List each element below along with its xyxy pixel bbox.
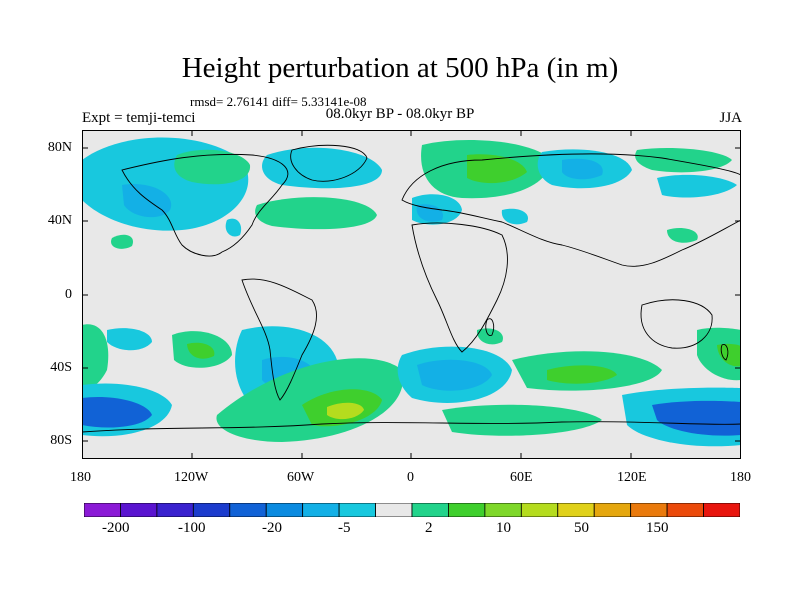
colorbar-swatch (338, 503, 376, 517)
contour-nh-green-north-america (255, 197, 377, 230)
stats-text: rmsd= 2.76141 diff= 5.33141e-08 (190, 94, 367, 109)
contour-sh-blue-southwest (82, 396, 152, 428)
colorbar-swatch (192, 503, 231, 517)
experiment-label: Expt = temji-temci (82, 110, 196, 126)
coastlines (82, 144, 741, 433)
coastline-greenland (290, 144, 368, 182)
colorbar-swatch (229, 503, 267, 517)
lon-label-120w: 120W (174, 470, 209, 485)
lon-label-120e: 120E (617, 470, 647, 485)
coastline-australia (640, 299, 713, 349)
lon-label-180-right: 180 (730, 470, 751, 485)
contour-nh-blue-west (122, 184, 172, 218)
colorbar-label: 10 (496, 520, 511, 536)
colorbar-swatch (265, 503, 304, 517)
map-title: Height perturbation at 500 hPa (in m) (181, 52, 619, 84)
colorbar-swatch (630, 503, 668, 517)
contour-sh-blue-indian (417, 359, 492, 391)
lon-label-0: 0 (407, 470, 414, 485)
contour-nh-cyan-labrador (225, 218, 242, 237)
colorbar-label: -5 (338, 520, 351, 536)
season-label: JJA (719, 110, 742, 126)
lat-label-40s: 40S (50, 360, 72, 375)
contour-nh-blue-asia (562, 158, 603, 180)
colorbar-swatch (593, 503, 632, 517)
colorbar-swatch (703, 503, 740, 517)
colorbar-label: 2 (425, 520, 433, 536)
contour-nh-green-east-asia (667, 228, 698, 243)
lat-label-80n: 80N (47, 140, 72, 155)
colorbar-swatch (557, 503, 595, 517)
colorbar-label: 150 (646, 520, 669, 536)
coastline-antarctica (82, 421, 741, 433)
colorbar-swatch (84, 503, 121, 517)
colorbar-swatch (520, 503, 559, 517)
coastline-eurasia (401, 153, 741, 267)
colorbar-label: -200 (102, 520, 130, 536)
contour-sh-yellowgreen-pacific (187, 342, 215, 359)
lon-label-60w: 60W (287, 470, 315, 485)
coastline-madagascar (485, 318, 495, 336)
contour-sh-blue-southern-ocean (652, 400, 741, 436)
contour-nh-cyan-north-america (262, 147, 382, 189)
coastline-new-zealand (720, 344, 729, 361)
period-label: 08.0kyr BP - 08.0kyr BP (325, 106, 475, 122)
lat-label-40n: 40N (47, 213, 72, 228)
colorbar-swatch (666, 503, 704, 517)
contour-sh-green-tasman (697, 327, 741, 381)
contour-nh-cyan-central-asia (501, 208, 528, 225)
contour-sh-green-madagascar (476, 328, 503, 345)
contour-sh-cyan-east-pacific (107, 328, 152, 351)
colorbar-label: -20 (262, 520, 282, 536)
contour-sh-yellowgreen-indian (547, 365, 617, 384)
contour-nh-green-atlantic (111, 234, 133, 249)
coastline-africa (411, 222, 508, 353)
colorbar-swatch (411, 503, 449, 517)
contour-nh-yellowgreen-scandinavia (467, 154, 527, 184)
map-frame (82, 130, 741, 459)
colorbar-label: 50 (574, 520, 589, 536)
lat-label-80s: 80S (50, 433, 72, 448)
colorbar-swatch (156, 503, 194, 517)
contour-fills (82, 137, 741, 447)
contour-nh-blue-europe (416, 204, 443, 222)
coastline-north-america (121, 153, 289, 257)
colorbar-swatch (484, 503, 522, 517)
colorbar (84, 503, 740, 517)
lon-label-60e: 60E (510, 470, 533, 485)
contour-sh-green-west (82, 324, 109, 392)
colorbar-label: -100 (178, 520, 206, 536)
colorbar-swatch (120, 503, 158, 517)
contour-sh-lime-south-atlantic (327, 402, 364, 420)
height-perturbation-map (82, 130, 741, 459)
contour-sh-green-antarctic (442, 404, 602, 436)
lat-label-0: 0 (65, 287, 72, 302)
contour-nh-cyan-pacific (657, 174, 737, 198)
colorbar-swatch (448, 503, 486, 517)
contour-sh-yellowgreen-tasman (717, 343, 741, 367)
colorbar-swatch (302, 503, 340, 517)
colorbar-swatch (375, 503, 413, 517)
coastline-south-america (241, 278, 317, 401)
contour-nh-green-west (174, 149, 251, 185)
lon-label-180-left: 180 (70, 470, 91, 485)
